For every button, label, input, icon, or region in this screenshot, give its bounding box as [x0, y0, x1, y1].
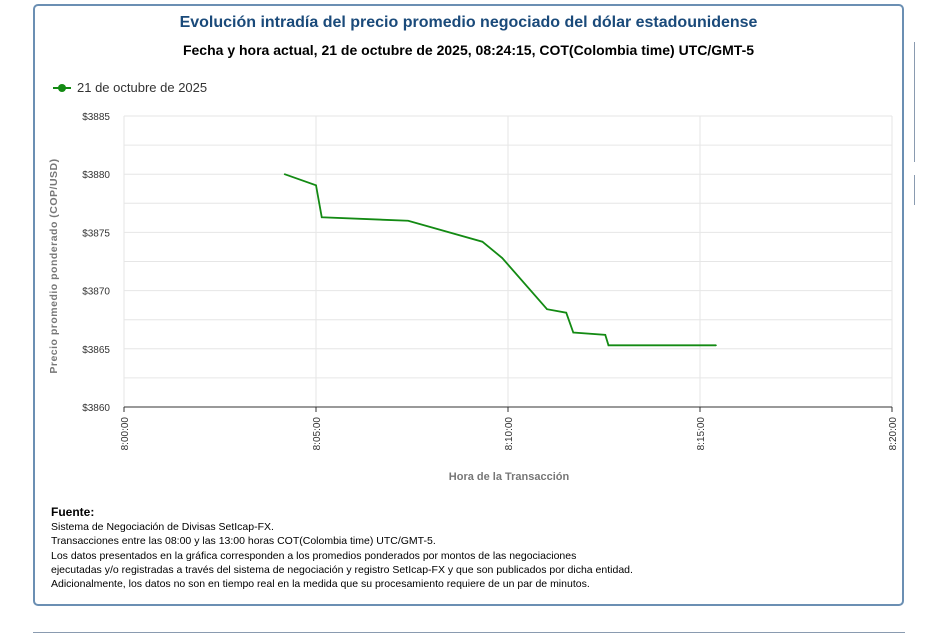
legend-marker-icon	[53, 83, 71, 92]
source-note: Fuente: Sistema de Negociación de Divisa…	[51, 505, 633, 591]
data-point	[481, 240, 484, 243]
y-tick-label: $3885	[82, 112, 110, 123]
x-tick-label: 8:15:00	[696, 417, 707, 451]
chart-card: Evolución intradía del precio promedio n…	[33, 4, 904, 606]
data-point	[565, 311, 568, 314]
line-chart: $3860 $3865 $3870 $3875 $3880 $3885 8:00:00 8:0…	[48, 112, 899, 483]
x-tick-label: 8:05:00	[312, 417, 323, 451]
legend-label: 21 de octubre de 2025	[77, 80, 208, 95]
data-point	[320, 216, 323, 219]
data-point	[546, 308, 548, 311]
source-line: Adicionalmente, los datos no son en tiem…	[51, 578, 590, 591]
data-point	[283, 173, 286, 175]
y-tick-label: $3875	[82, 228, 110, 239]
source-heading: Fuente:	[51, 505, 95, 519]
y-tick-label: $3880	[82, 170, 110, 181]
source-line: Los datos presentados en la gráfica corr…	[51, 549, 577, 562]
data-point	[315, 184, 317, 187]
x-axis-title: Hora de la Transacción	[449, 471, 570, 483]
data-point	[604, 334, 607, 336]
chart-subtitle: Fecha y hora actual, 21 de octubre de 20…	[182, 42, 755, 58]
divider	[914, 42, 915, 162]
data-point	[501, 257, 504, 259]
legend-item[interactable]: 21 de octubre de 2025	[53, 80, 207, 95]
source-line: Transacciones entre las 08:00 y las 13:0…	[51, 535, 436, 548]
y-tick-label: $3860	[82, 403, 110, 414]
data-point	[407, 219, 409, 222]
divider	[914, 175, 915, 205]
data-point	[607, 344, 610, 347]
divider	[33, 632, 905, 633]
y-tick-label: $3870	[82, 287, 110, 298]
y-tick-label: $3865	[82, 345, 110, 356]
source-line: Sistema de Negociación de Divisas SetIca…	[51, 521, 274, 534]
data-point	[715, 344, 717, 347]
data-point	[572, 331, 575, 334]
x-tick-label: 8:10:00	[504, 417, 515, 451]
series-line	[284, 173, 716, 347]
x-tick-label: 8:20:00	[888, 417, 899, 451]
chart-title: Evolución intradía del precio promedio n…	[179, 14, 758, 31]
source-line: ejecutadas y/o registradas a través del …	[51, 563, 633, 576]
x-tick-label: 8:00:00	[120, 417, 131, 451]
y-axis-title: Precio promedio ponderado (COP/USD)	[48, 158, 60, 373]
